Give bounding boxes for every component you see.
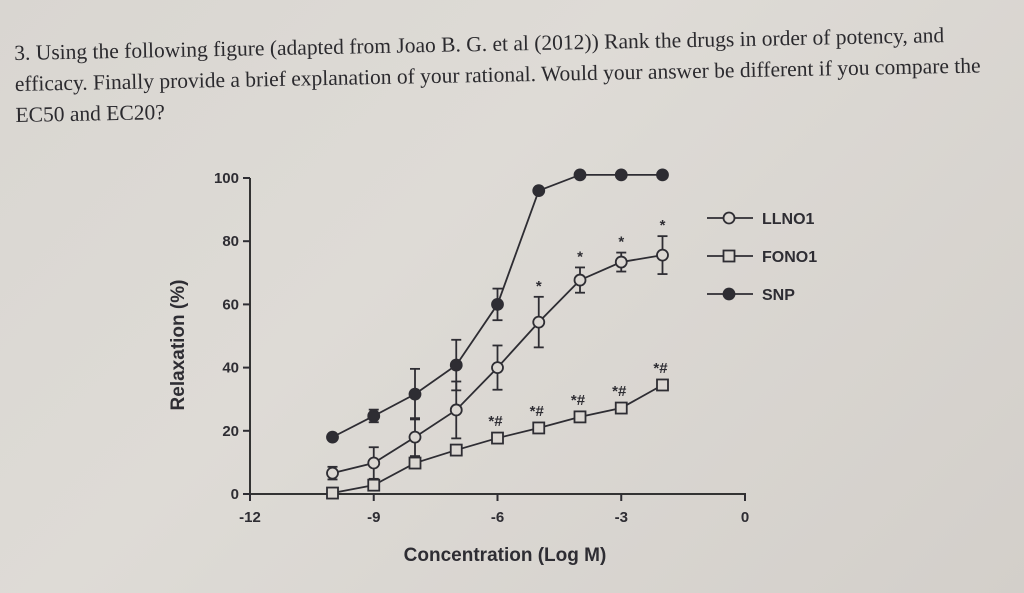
significance-label: *# [653, 360, 668, 377]
square-marker [656, 378, 669, 392]
x-tick-label: 0 [741, 509, 749, 526]
y-tick-label: 80 [222, 233, 239, 250]
square-marker [722, 249, 736, 263]
open-circle-marker [408, 430, 422, 444]
open-circle-marker [449, 403, 463, 417]
filled-circle-marker [722, 287, 736, 301]
filled-circle-marker [656, 168, 669, 182]
square-marker [491, 431, 504, 445]
open-circle-marker [573, 273, 587, 287]
filled-circle-marker [491, 297, 504, 311]
significance-label: *# [612, 383, 627, 400]
significance-label: * [660, 217, 666, 234]
y-tick-label: 40 [222, 360, 239, 377]
significance-label: * [536, 278, 542, 295]
square-marker [573, 410, 587, 424]
open-circle-marker [491, 361, 504, 375]
legend: LLNO1 FONO1 SNP [707, 211, 817, 304]
x-tick-label: -6 [491, 509, 504, 526]
x-axis-label: Concentration (Log M) [404, 545, 607, 566]
significance-label: *# [571, 392, 586, 409]
filled-circle-marker [614, 168, 628, 182]
square-marker [532, 421, 546, 435]
square-marker [449, 443, 463, 457]
x-tick-label: -9 [367, 509, 380, 526]
filled-circle-marker [326, 430, 339, 444]
square-marker [614, 401, 628, 415]
series-snp [326, 168, 669, 444]
significance-label: * [577, 248, 583, 265]
open-circle-marker [614, 255, 628, 269]
legend-item-llno1: LLNO1 [707, 211, 815, 228]
y-tick-label: 0 [231, 486, 239, 503]
square-marker [408, 456, 422, 470]
open-circle-marker [532, 315, 546, 329]
axes [249, 178, 746, 495]
filled-circle-marker [367, 409, 381, 423]
y-axis-label: Relaxation (%) [168, 280, 189, 411]
square-marker [326, 486, 339, 500]
significance-label: *# [530, 403, 545, 420]
filled-circle-marker [449, 358, 463, 372]
open-circle-marker [656, 248, 669, 262]
x-tick-label: -3 [615, 509, 628, 526]
filled-circle-marker [532, 184, 546, 198]
legend-item-fono1: FONO1 [707, 249, 817, 266]
y-tick-label: 20 [222, 423, 239, 440]
legend-label: FONO1 [762, 249, 817, 266]
y-tick-label: 100 [214, 170, 239, 187]
open-circle-marker [326, 466, 339, 480]
legend-item-snp: SNP [707, 287, 795, 304]
legend-label: LLNO1 [762, 211, 815, 228]
y-tick-label: 60 [222, 296, 239, 313]
x-tick-label: -12 [239, 509, 261, 526]
open-circle-marker [367, 456, 381, 470]
significance-label: * [618, 234, 624, 251]
filled-circle-marker [573, 168, 587, 182]
series-fono1: *# *# *# *# *# [326, 360, 669, 500]
open-circle-marker [722, 211, 736, 225]
legend-label: SNP [762, 287, 795, 304]
significance-label: *# [488, 413, 503, 430]
filled-circle-marker [408, 387, 422, 401]
square-marker [367, 478, 381, 492]
